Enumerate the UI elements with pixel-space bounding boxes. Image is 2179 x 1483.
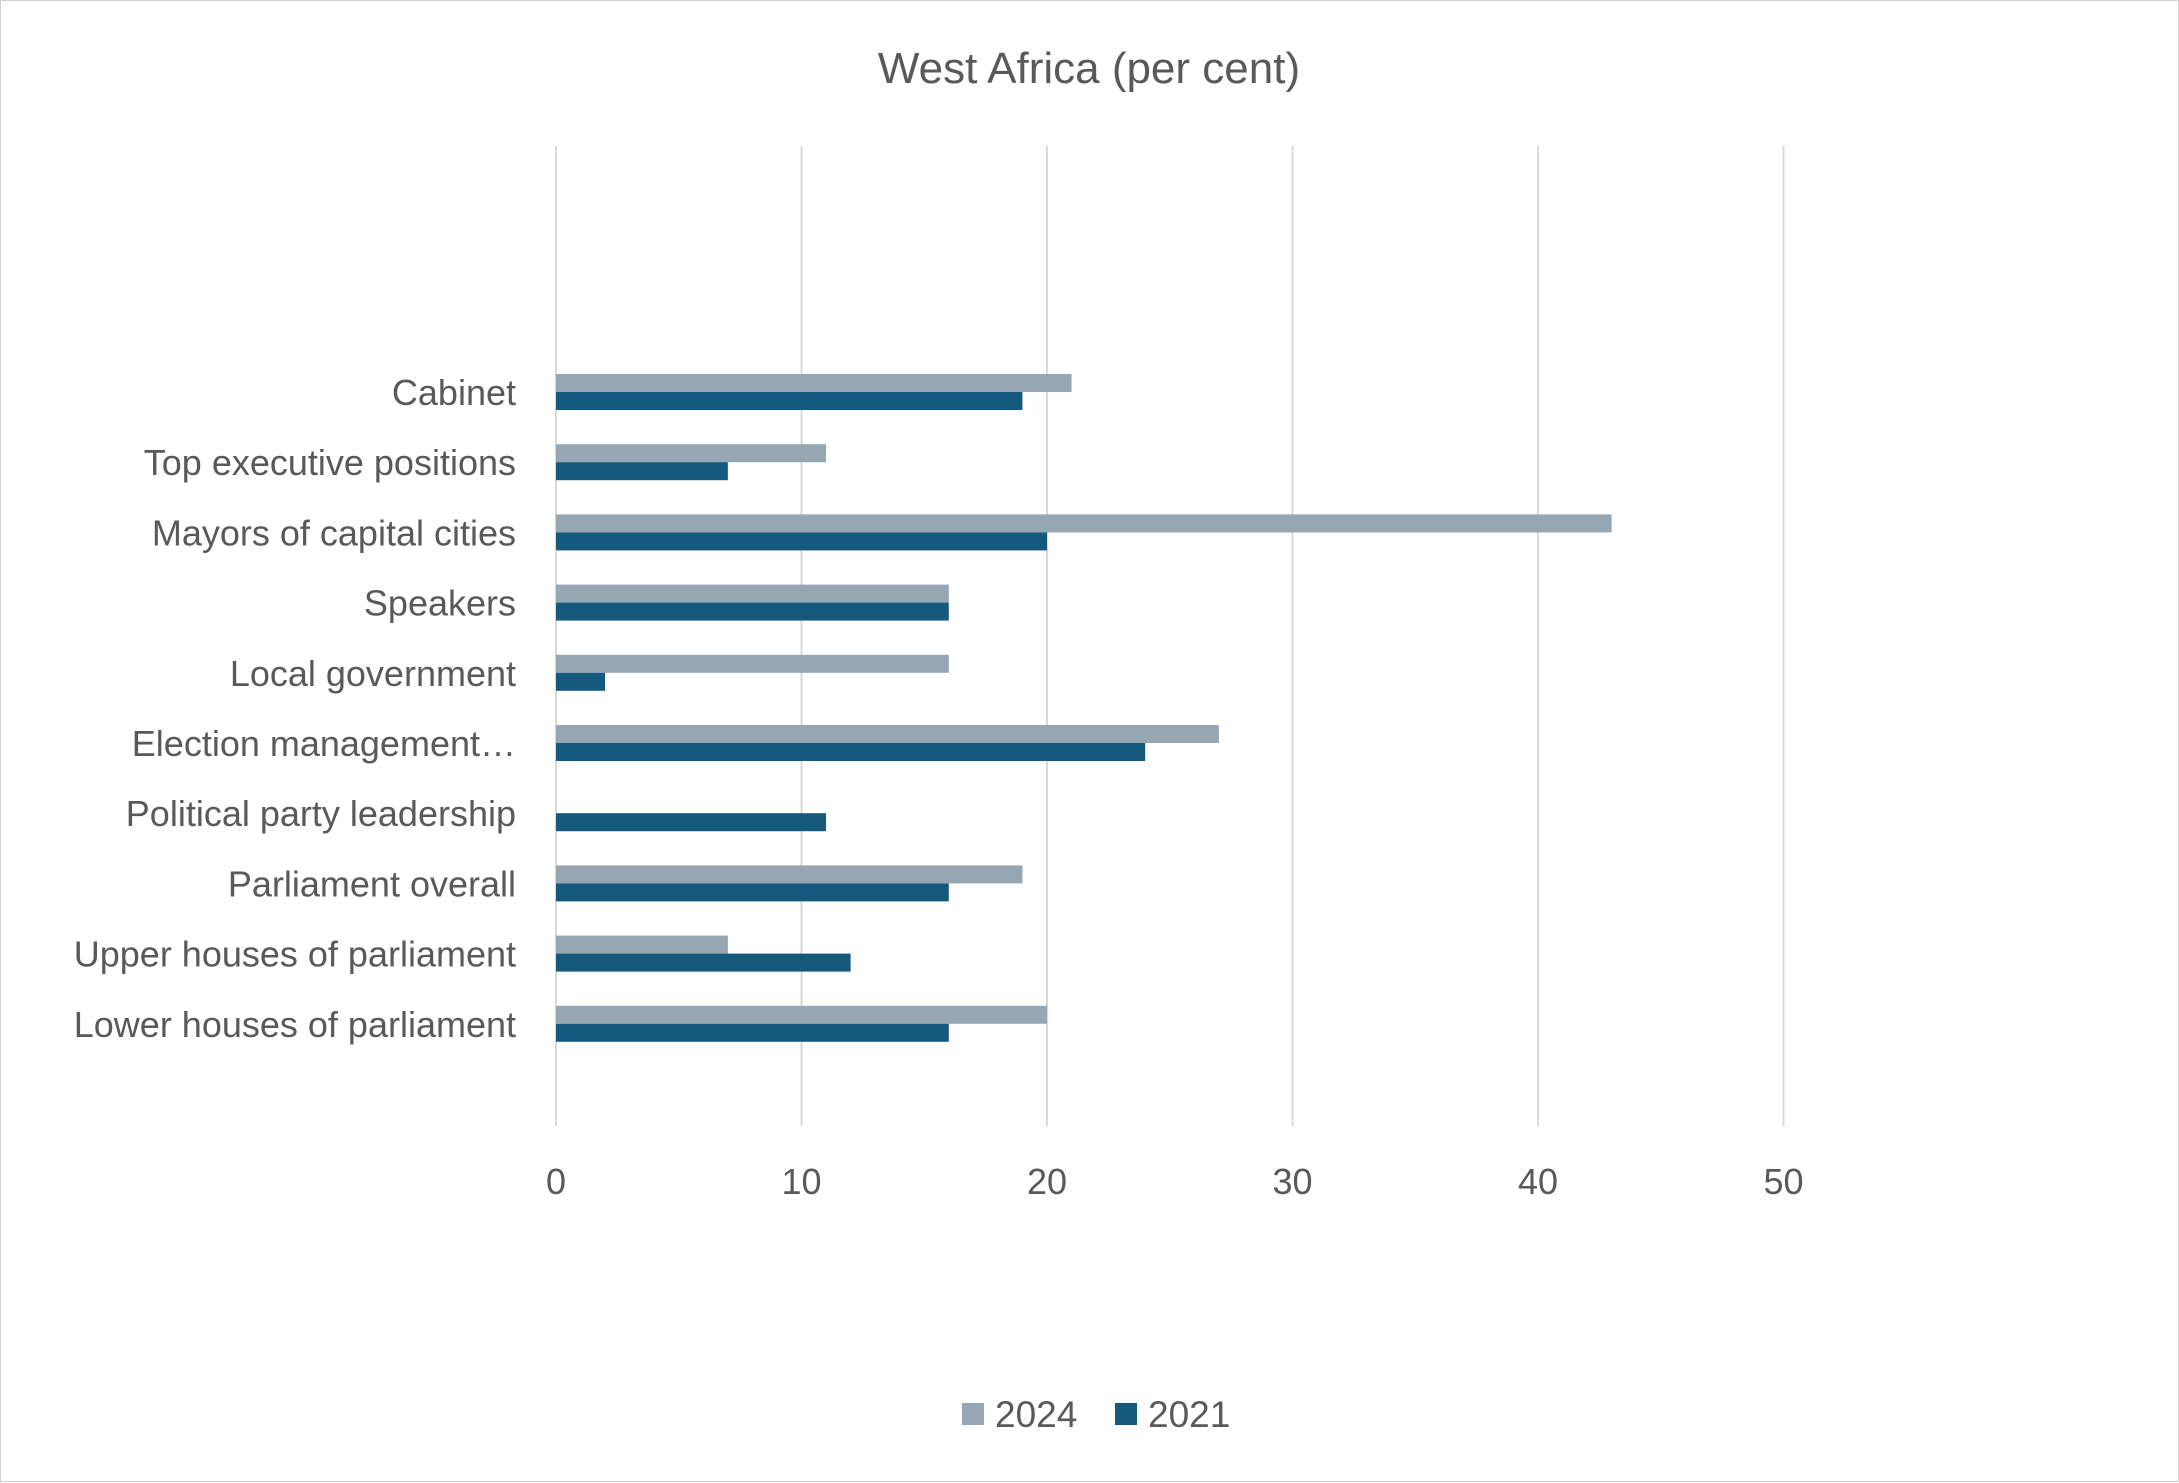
bar-2021-2: [556, 532, 1047, 551]
bar-2021-5: [556, 743, 1146, 761]
bar-2021-0: [556, 392, 1023, 410]
category-label: Speakers: [364, 583, 516, 624]
legend-label: 2024: [995, 1394, 1077, 1435]
bar-2024-9: [556, 1005, 1047, 1024]
bar-2021-9: [556, 1023, 949, 1042]
category-label: Political party leadership: [126, 793, 516, 834]
bar-2024-1: [556, 444, 827, 463]
x-tick-label: 20: [1027, 1161, 1067, 1202]
legend: 2024 2021: [962, 1394, 1230, 1435]
category-label: Mayors of capital cities: [152, 512, 516, 553]
category-label: Parliament overall: [228, 863, 516, 904]
bar-2024-7: [556, 865, 1023, 884]
bar-2024-4: [556, 654, 949, 673]
category-label: Upper houses of parliament: [74, 934, 516, 975]
legend-label: 2021: [1148, 1394, 1230, 1435]
x-tick-label: 40: [1518, 1161, 1558, 1202]
bar-2021-8: [556, 953, 851, 972]
x-tick-label: 30: [1272, 1161, 1312, 1202]
bar-2024-8: [556, 935, 728, 954]
category-label: Election management…: [132, 723, 516, 764]
category-label: Top executive positions: [144, 442, 516, 483]
bar-2021-1: [556, 462, 728, 481]
bar-2021-7: [556, 883, 949, 902]
legend-swatch-2021: [1115, 1403, 1137, 1425]
x-tick-label: 0: [546, 1161, 566, 1202]
x-tick-label: 50: [1763, 1161, 1803, 1202]
bar-2024-5: [556, 725, 1219, 743]
category-label: Local government: [230, 653, 516, 694]
bar-2024-2: [556, 514, 1612, 533]
chart-title: West Africa (per cent): [878, 44, 1300, 93]
bar-2021-3: [556, 602, 949, 621]
category-label: Lower houses of parliament: [74, 1004, 516, 1045]
x-tick-label: 10: [781, 1161, 821, 1202]
x-axis-ticks: 0 10 20 30 40 50: [546, 1161, 1804, 1202]
bar-2021-4: [556, 672, 606, 691]
bar-2021-6: [556, 813, 827, 832]
gridlines: [555, 146, 1785, 1126]
bar-2024-0: [556, 374, 1072, 392]
bar-2024-3: [556, 584, 949, 603]
bars: [556, 374, 1612, 1042]
category-labels: Cabinet Top executive positions Mayors of …: [74, 372, 516, 1045]
legend-swatch-2024: [962, 1403, 984, 1425]
category-label: Cabinet: [392, 372, 516, 413]
